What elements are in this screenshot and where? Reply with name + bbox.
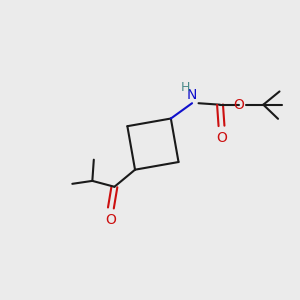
Text: H: H bbox=[181, 81, 190, 94]
Text: O: O bbox=[216, 131, 227, 145]
Text: N: N bbox=[187, 88, 197, 102]
Text: O: O bbox=[105, 213, 116, 227]
Text: O: O bbox=[234, 98, 244, 112]
